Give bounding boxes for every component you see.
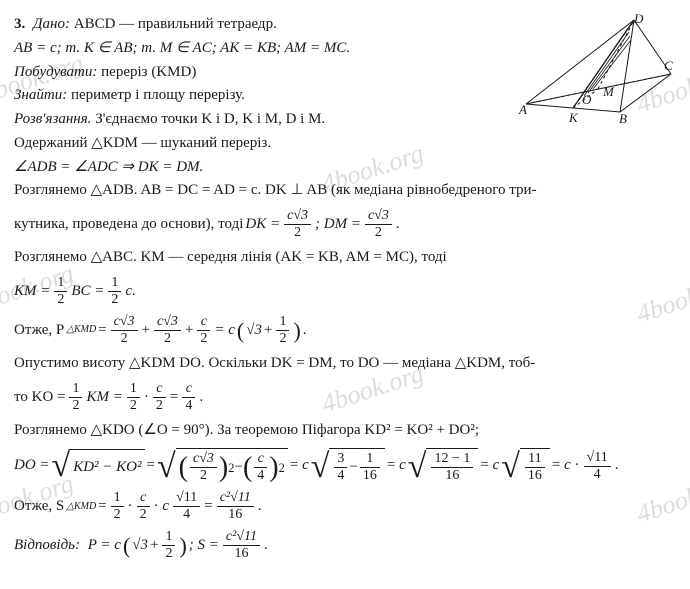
line-10: Розглянемо △ABC. KM — середня лінія (AK … [14, 247, 676, 269]
find-text: периметр і площу перерізу. [71, 87, 245, 103]
fraction: 12 [108, 275, 121, 308]
line-6: Одержаний △KDM — шуканий переріз. [14, 133, 676, 155]
fraction: c²√1116 [223, 529, 260, 562]
tetrahedron-figure: A B C D K M O [516, 14, 676, 124]
text: · c [154, 496, 169, 518]
text: P = c [88, 535, 121, 557]
svg-text:D: D [633, 14, 644, 26]
sqrt: √KD² − KO² [52, 449, 145, 483]
dot: . [199, 387, 203, 409]
dot: . [303, 320, 307, 342]
fraction: c2 [153, 381, 166, 414]
text: = [98, 496, 106, 518]
line-13: Опустимо висоту △KDM DO. Оскільки DK = D… [14, 353, 676, 375]
fraction: 12 [276, 314, 289, 347]
svg-text:A: A [518, 102, 527, 117]
fraction: 12 [162, 529, 175, 562]
fraction: c√32 [284, 208, 311, 241]
subscript: △KMD [66, 500, 96, 515]
line-12: Отже, P△KMD = c√32 + c√32 + c2 = c ( √3 … [14, 314, 676, 347]
text: c. [125, 281, 135, 303]
text: Отже, S [14, 496, 64, 518]
text: BC = [71, 281, 104, 303]
line-17: Отже, S△KMD = 12 · c2 · c √114 = c²√1116… [14, 490, 676, 523]
dot: . [258, 496, 262, 518]
given-text: ABCD — правильний тетраедр. [74, 16, 277, 32]
eq: = c · [552, 455, 580, 477]
text: то KO = [14, 387, 65, 409]
text: + [150, 535, 158, 557]
sqrt: √ 34 − 116 [311, 448, 385, 484]
fraction: 12 [111, 490, 124, 523]
fraction: 12 [127, 381, 140, 414]
sqrt: √ 1116 [501, 448, 550, 484]
line-16: DO = √KD² − KO² = √ (c√32)2 − (c4)2 = c … [14, 448, 676, 484]
fraction: c4 [182, 381, 195, 414]
line-15: Розглянемо △KDO (∠O = 90°). За теоремою … [14, 420, 676, 442]
text: кутника, проведена до основи), тоді [14, 214, 243, 236]
svg-text:C: C [664, 58, 673, 73]
fraction: c2 [137, 490, 150, 523]
text: KM = [14, 281, 50, 303]
text: ; DM = [315, 214, 361, 236]
svg-text:B: B [619, 111, 627, 124]
find-label: Знайти: [14, 87, 67, 103]
line-7: ∠ADB = ∠ADC ⇒ DK = DM. [14, 157, 676, 179]
solve-text: З'єднаємо точки K і D, K і M, D і M. [95, 111, 325, 127]
text: ; S = [189, 535, 219, 557]
text: · [144, 387, 149, 409]
text: = [98, 320, 106, 342]
subscript: △KMD [66, 323, 96, 338]
svg-text:O: O [582, 92, 592, 107]
answer-label: Відповідь: [14, 535, 80, 557]
svg-text:K: K [568, 110, 579, 124]
build-label: Побудувати: [14, 64, 97, 80]
fraction: 12 [54, 275, 67, 308]
text: Отже, P [14, 320, 64, 342]
text: KM = [86, 387, 122, 409]
line-9: кутника, проведена до основи), тоді DK =… [14, 208, 676, 241]
line-answer: Відповідь: P = c ( √3 + 12 ) ; S = c²√11… [14, 529, 676, 562]
eq: = [147, 455, 155, 477]
dot: . [264, 535, 268, 557]
eq: = [170, 387, 178, 409]
sqrt: √ 12 − 116 [408, 448, 479, 484]
fraction: c√32 [365, 208, 392, 241]
text: DK = [245, 214, 280, 236]
solve-label: Розв'язання. [14, 111, 91, 127]
text: + [142, 320, 150, 342]
line-8: Розглянемо △ADB. AB = DC = AD = c. DK ⊥ … [14, 180, 676, 202]
dot: . [615, 455, 619, 477]
text: = c [214, 320, 235, 342]
line-11: KM = 12 BC = 12 c. [14, 275, 676, 308]
build-text: переріз (KMD) [101, 64, 196, 80]
text: DO = [14, 455, 50, 477]
text: √3 [246, 320, 262, 342]
fraction: c√32 [154, 314, 181, 347]
fraction: 12 [69, 381, 82, 414]
fraction: √114 [584, 450, 611, 483]
dot: . [396, 214, 400, 236]
sqrt: √ (c√32)2 − (c4)2 [157, 448, 288, 484]
fraction: c²√1116 [217, 490, 254, 523]
text: · [128, 496, 133, 518]
eq: = c [387, 455, 406, 477]
eq: = [204, 496, 212, 518]
eq: = c [480, 455, 499, 477]
given-label: Дано: [33, 16, 70, 32]
fraction: c2 [197, 314, 210, 347]
line-14: то KO = 12 KM = 12 · c2 = c4 . [14, 381, 676, 414]
text: + [185, 320, 193, 342]
fraction: c√32 [111, 314, 138, 347]
eq: = c [290, 455, 309, 477]
text: √3 [132, 535, 148, 557]
fraction: √114 [173, 490, 200, 523]
problem-number: 3. [14, 16, 25, 32]
svg-text:M: M [602, 84, 615, 99]
text: + [264, 320, 272, 342]
